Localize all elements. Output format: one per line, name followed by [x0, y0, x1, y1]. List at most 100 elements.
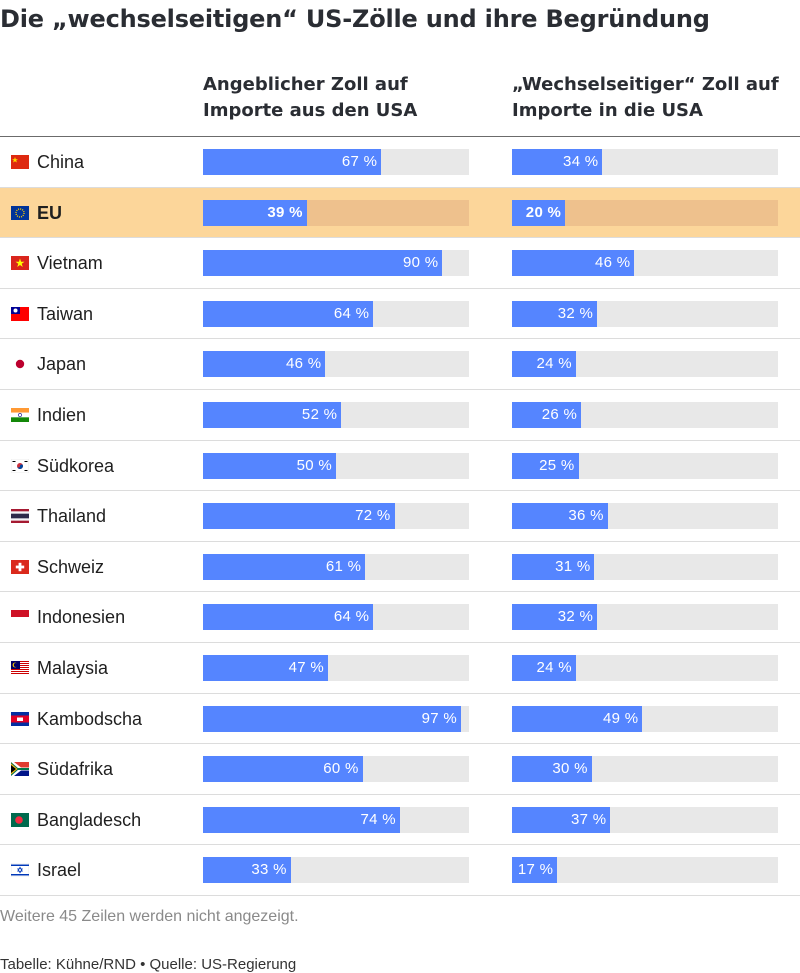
source-credit: Tabelle: Kühne/RND • Quelle: US-Regierun… — [0, 956, 297, 973]
value-label: 26 % — [541, 405, 578, 423]
reciprocal-tariff-bar: 26 % — [512, 401, 582, 428]
country-label: Südkorea — [37, 455, 115, 476]
reciprocal-tariff-track: 37 % — [512, 806, 778, 833]
switzerland-flag — [11, 559, 29, 574]
table-row: Malaysia 47 % 24 % — [0, 643, 800, 694]
table-row: Israel 33 % 17 % — [0, 845, 800, 896]
table-row: Vietnam 90 % 46 % — [0, 238, 800, 289]
header-divider — [0, 136, 800, 137]
country-label: Indien — [37, 404, 87, 425]
south-africa-flag — [11, 762, 29, 777]
reciprocal-tariff-track: 36 % — [512, 503, 778, 530]
value-label: 90 % — [403, 254, 439, 272]
value-label: 50 % — [296, 456, 332, 474]
taiwan-flag — [11, 306, 29, 321]
claimed-tariff-bar: 33 % — [203, 857, 291, 884]
table-row: China 67 % 34 % — [0, 137, 800, 188]
country-label: Israel — [37, 860, 82, 881]
value-label: 33 % — [251, 861, 287, 879]
page-title: Die „wechselseitigen“ US-Zölle und ihre … — [0, 5, 710, 33]
reciprocal-tariff-bar: 36 % — [512, 503, 608, 530]
claimed-tariff-track: 67 % — [203, 149, 469, 175]
column-header-reciprocal-tariff: „Wechselseitiger“ Zoll auf Importe in di… — [512, 74, 779, 121]
table-row: Thailand 72 % 36 % — [0, 491, 800, 542]
table-row: Südkorea 50 % 25 % — [0, 441, 800, 492]
china-flag — [11, 155, 29, 169]
reciprocal-tariff-track: 49 % — [512, 705, 778, 732]
value-label: 61 % — [325, 557, 362, 575]
claimed-tariff-track: 64 % — [203, 604, 469, 631]
reciprocal-tariff-track: 30 % — [512, 756, 778, 783]
claimed-tariff-track: 60 % — [203, 756, 469, 783]
reciprocal-tariff-track: 32 % — [512, 604, 778, 631]
reciprocal-tariff-bar: 31 % — [512, 553, 595, 580]
value-label: 46 % — [594, 254, 631, 272]
claimed-tariff-bar: 72 % — [203, 503, 395, 530]
bangladesh-flag — [11, 812, 29, 827]
claimed-tariff-track: 72 % — [203, 503, 469, 530]
reciprocal-tariff-bar: 37 % — [512, 806, 611, 833]
reciprocal-tariff-bar: 46 % — [512, 250, 635, 277]
reciprocal-tariff-bar: 32 % — [512, 604, 598, 631]
reciprocal-tariff-bar: 25 % — [512, 452, 579, 479]
claimed-tariff-bar: 46 % — [203, 351, 326, 378]
country-label: Malaysia — [37, 657, 109, 678]
claimed-tariff-track: 47 % — [203, 654, 469, 681]
country-label: Südafrika — [37, 759, 114, 780]
claimed-tariff-bar: 97 % — [203, 705, 462, 732]
claimed-tariff-bar: 52 % — [203, 401, 342, 428]
value-label: 17 % — [517, 861, 554, 879]
claimed-tariff-track: 97 % — [203, 705, 469, 732]
claimed-tariff-track: 90 % — [203, 250, 469, 277]
claimed-tariff-bar: 47 % — [203, 654, 329, 681]
value-label: 20 % — [525, 203, 562, 221]
value-label: 24 % — [536, 658, 572, 676]
country-label: EU — [37, 202, 63, 223]
claimed-tariff-track: 74 % — [203, 806, 469, 833]
value-label: 64 % — [333, 608, 370, 626]
claimed-tariff-track: 39 % — [203, 199, 469, 226]
reciprocal-tariff-bar: 34 % — [512, 149, 603, 175]
table-row: Kambodscha 97 % 49 % — [0, 694, 800, 745]
table-row: Bangladesch 74 % 37 % — [0, 795, 800, 846]
vietnam-flag — [11, 256, 29, 271]
value-label: 32 % — [557, 304, 594, 322]
table-row: Indien 52 % 26 % — [0, 390, 800, 441]
table-row: Japan 46 % 24 % — [0, 339, 800, 390]
reciprocal-tariff-track: 17 % — [512, 857, 778, 884]
japan-flag — [11, 357, 29, 372]
reciprocal-tariff-bar: 24 % — [512, 351, 576, 378]
south-korea-flag — [11, 458, 29, 473]
claimed-tariff-bar: 39 % — [203, 199, 307, 226]
value-label: 52 % — [301, 405, 338, 423]
value-label: 39 % — [267, 203, 303, 221]
indonesia-flag — [11, 610, 29, 625]
claimed-tariff-bar: 90 % — [203, 250, 443, 277]
value-label: 64 % — [333, 304, 370, 322]
value-label: 31 % — [555, 557, 591, 575]
value-label: 30 % — [552, 760, 588, 778]
value-label: 34 % — [563, 153, 599, 170]
india-flag — [11, 407, 29, 422]
value-label: 32 % — [557, 608, 594, 626]
reciprocal-tariff-track: 20 % — [512, 199, 778, 226]
claimed-tariff-bar: 74 % — [203, 806, 400, 833]
claimed-tariff-track: 52 % — [203, 401, 469, 428]
reciprocal-tariff-bar: 32 % — [512, 300, 598, 327]
country-label: Kambodscha — [37, 708, 143, 729]
reciprocal-tariff-bar: 17 % — [512, 857, 558, 884]
thailand-flag — [11, 509, 29, 524]
reciprocal-tariff-bar: 20 % — [512, 199, 566, 226]
table-row: Indonesien 64 % 32 % — [0, 592, 800, 643]
reciprocal-tariff-bar: 24 % — [512, 654, 576, 681]
claimed-tariff-track: 33 % — [203, 857, 469, 884]
table-body: China 67 % 34 % EU 39 % 20 % Vietnam 90 % 46 % Ta… — [0, 137, 800, 896]
reciprocal-tariff-track: 24 % — [512, 351, 778, 378]
claimed-tariff-track: 61 % — [203, 553, 469, 580]
value-label: 67 % — [341, 153, 378, 170]
claimed-tariff-track: 50 % — [203, 452, 469, 479]
eu-flag — [11, 205, 29, 220]
table-row: EU 39 % 20 % — [0, 187, 800, 239]
country-label: Schweiz — [37, 556, 105, 577]
country-label: Indonesien — [37, 607, 126, 628]
